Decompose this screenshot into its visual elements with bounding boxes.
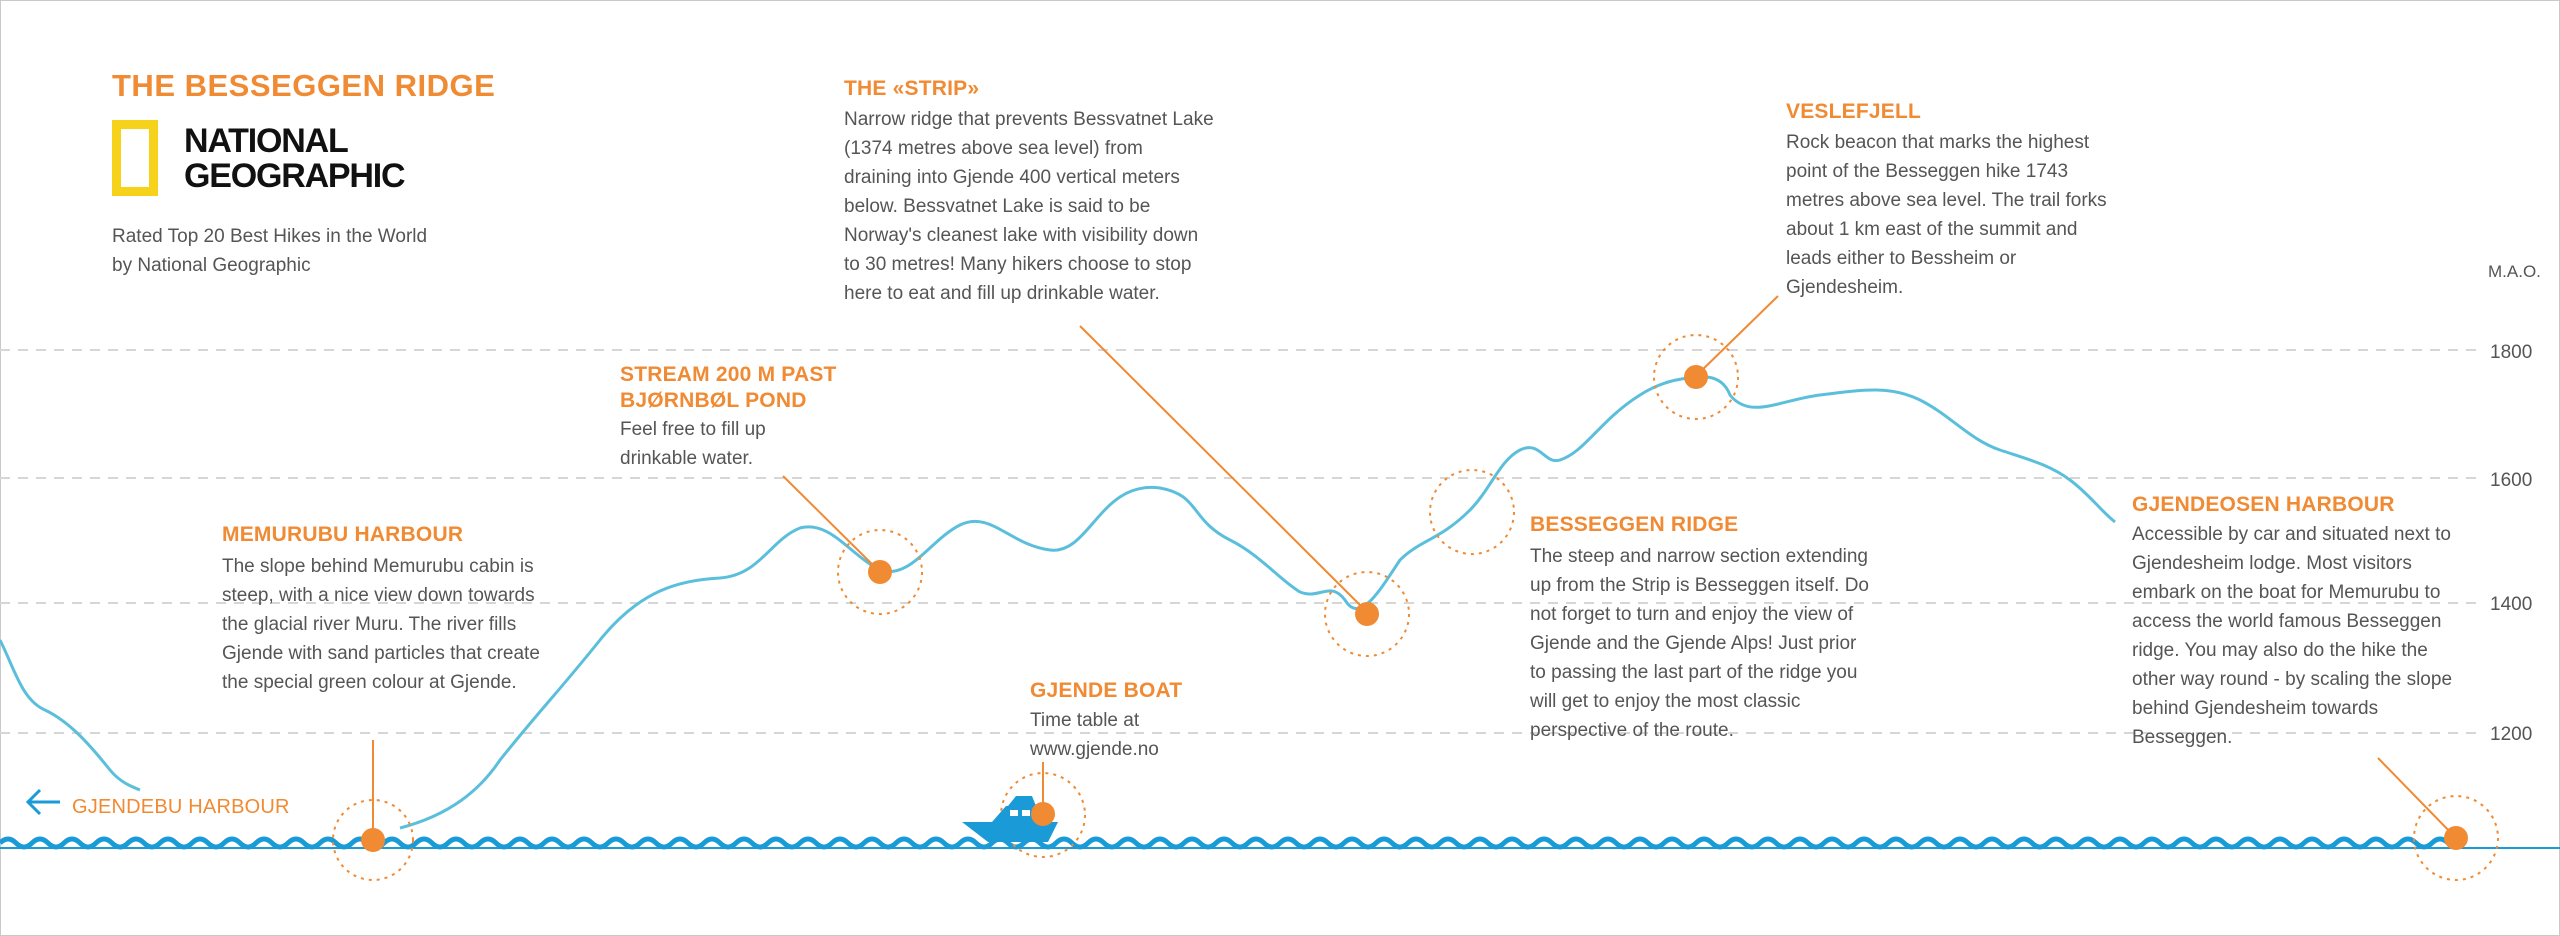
stream-title-line-1: STREAM 200 M PAST	[620, 363, 837, 386]
leader-lines	[372, 295, 2457, 839]
marker-stream	[837, 529, 923, 615]
marker-ridge	[1429, 469, 1515, 555]
memurubu-title: MEMURUBU HARBOUR	[222, 523, 464, 546]
marker-veslefjell	[1653, 334, 1739, 420]
leader-veslefjell	[1695, 295, 1779, 377]
boat-title: GJENDE BOAT	[1030, 679, 1183, 702]
tagline: Rated Top 20 Best Hikes in the World by …	[112, 226, 428, 276]
boat-text-line-1: Time table at	[1030, 710, 1140, 731]
marker-boat	[1000, 772, 1086, 858]
gjendeosen-text: Accessible by car and situated next to G…	[2132, 524, 2453, 748]
tick-1600: 1600	[2490, 470, 2533, 491]
start-label: GJENDEBU HARBOUR	[72, 796, 290, 818]
leader-gjendeosen	[2377, 757, 2457, 839]
veslefjell-title: VESLEFJELL	[1786, 100, 1922, 123]
page-title: THE BESSEGGEN RIDGE	[112, 68, 496, 103]
logo-line-1: NATIONAL	[184, 122, 349, 160]
stream-title: STREAM 200 M PAST BJØRNBØL POND	[620, 362, 837, 414]
ridge-title: BESSEGGEN RIDGE	[1530, 513, 1739, 536]
gjendeosen-title: GJENDEOSEN HARBOUR	[2132, 493, 2395, 516]
stream-title-line-2: BJØRNBØL POND	[620, 389, 807, 412]
national-geographic-logo: NATIONAL GEOGRAPHIC	[112, 120, 406, 210]
marker-gjendeosen	[2413, 795, 2499, 881]
strip-text: Narrow ridge that prevents Bessvatnet La…	[844, 109, 1214, 304]
tick-1200: 1200	[2490, 724, 2533, 745]
logo-text: NATIONAL GEOGRAPHIC	[184, 122, 406, 195]
axis-unit: M.A.O.	[2488, 262, 2541, 281]
logo-line-2: GEOGRAPHIC	[184, 157, 406, 195]
marker-strip	[1324, 571, 1410, 657]
leader-stream	[782, 475, 881, 573]
boat-text: Time table at www.gjende.no	[1030, 706, 1210, 764]
boat-website: www.gjende.no	[1030, 739, 1159, 760]
markers	[332, 334, 2499, 881]
leader-strip	[1079, 325, 1368, 613]
logo-yellow-border	[112, 120, 158, 196]
trail-line-start	[0, 639, 141, 792]
trail-line	[399, 375, 2116, 830]
marker-memurubu	[332, 799, 414, 881]
tick-1800: 1800	[2490, 342, 2533, 363]
marker-boat-dot	[1031, 802, 1055, 826]
memurubu-text: The slope behind Memurubu cabin is steep…	[222, 556, 540, 693]
stream-text: Feel free to fill up drinkable water.	[620, 419, 766, 469]
strip-title: THE «STRIP»	[844, 77, 980, 100]
ridge-text: The steep and narrow section extending u…	[1530, 546, 1869, 741]
veslefjell-text: Rock beacon that marks the highest point…	[1786, 132, 2107, 298]
tick-1400: 1400	[2490, 594, 2533, 615]
arrow-left-icon	[25, 788, 60, 816]
